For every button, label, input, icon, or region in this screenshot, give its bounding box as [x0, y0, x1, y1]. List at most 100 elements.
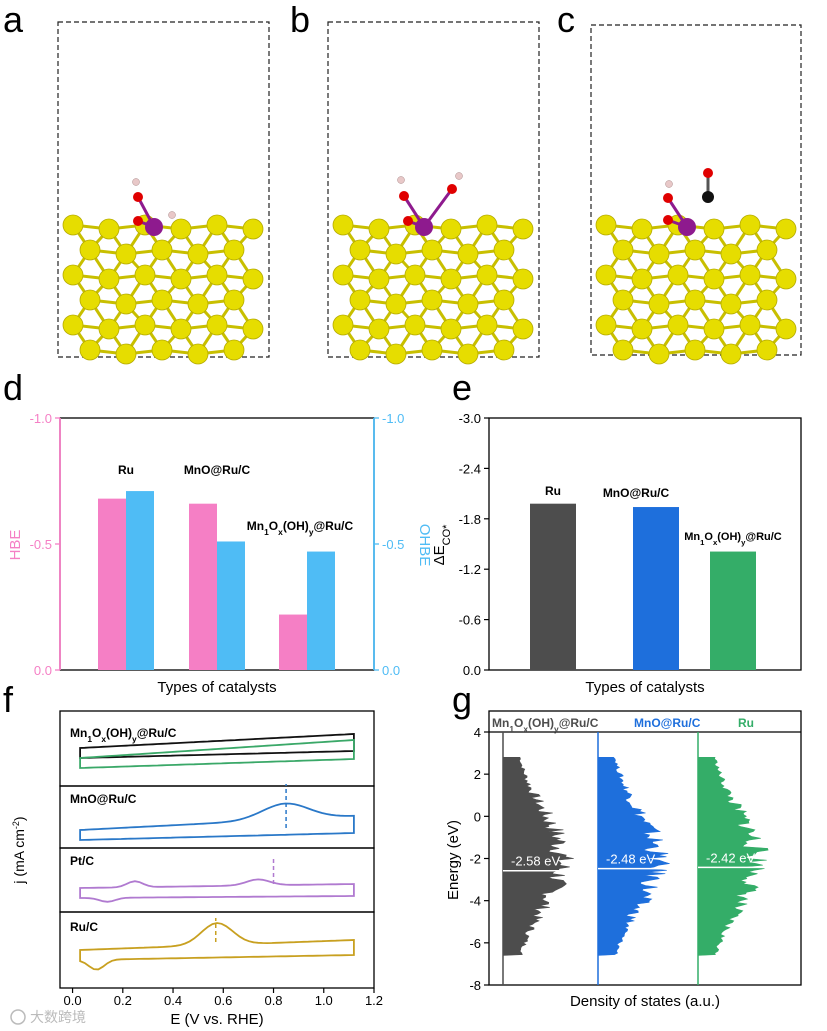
ru-atom	[775, 218, 797, 240]
panel-letter-a: a	[3, 0, 24, 40]
ytick-label-e: -2.4	[459, 461, 481, 476]
ru-atom	[720, 293, 742, 315]
ylabel-e: ΔECO*	[431, 524, 453, 566]
ru-atom	[115, 293, 137, 315]
ru-atom	[739, 314, 761, 336]
ru-atom	[115, 243, 137, 265]
ru-atom	[457, 343, 479, 365]
hydrogen-atom	[665, 180, 673, 188]
ru-atom	[385, 343, 407, 365]
xlabel-f: E (V vs. RHE)	[170, 1011, 263, 1028]
ru-atom	[385, 243, 407, 265]
dos-area-1	[597, 757, 670, 956]
ru-atom	[151, 339, 173, 361]
ylabel-left-d: HBE	[7, 530, 24, 561]
xtick-label-f: 1.2	[365, 993, 383, 1008]
ru-atom	[170, 268, 192, 290]
ru-slab-b	[332, 172, 534, 365]
bar-ohbe-2	[307, 551, 335, 670]
xlabel-g: Density of states (a.u.)	[570, 993, 720, 1010]
xlabel-d: Types of catalysts	[157, 679, 276, 696]
ytick-label-g: -6	[469, 936, 481, 951]
panel-g-chart: g -8 -6 -4 -2 0 2 4 Energy (eV) Density of state…	[445, 679, 802, 1010]
ru-atom	[667, 314, 689, 336]
ru-atom	[332, 214, 354, 236]
ru-atom	[187, 343, 209, 365]
ru-atom	[684, 239, 706, 261]
ytick-label-left-d: 0.0	[34, 663, 52, 678]
xtick-label-f: 0.6	[214, 993, 232, 1008]
ytick-label-right-d: -1.0	[382, 411, 404, 426]
ytick-label-g: 4	[474, 725, 481, 740]
ru-atom	[595, 314, 617, 336]
ru-atom	[62, 314, 84, 336]
ylabel-right-d: OHBE	[416, 524, 433, 567]
ru-atom	[512, 318, 534, 340]
bar-ohbe-0	[126, 491, 154, 670]
ru-atom	[457, 243, 479, 265]
hydrogen-atom	[455, 172, 463, 180]
ytick-label-left-d: -1.0	[30, 411, 52, 426]
category-label-e-0: Ru	[545, 484, 561, 498]
ru-atom	[187, 243, 209, 265]
ru-atom	[187, 293, 209, 315]
ytick-label-g: 0	[474, 809, 481, 824]
ru-atom	[493, 289, 515, 311]
ru-atom	[703, 268, 725, 290]
ru-atom	[648, 293, 670, 315]
ru-atom	[684, 289, 706, 311]
category-label-e-2: Mn1Ox(OH)y@Ru/C	[684, 531, 782, 547]
ru-atom	[170, 318, 192, 340]
ru-atom	[332, 314, 354, 336]
ru-atom	[612, 289, 634, 311]
panel-letter-e: e	[452, 367, 472, 408]
oxygen-atom	[703, 168, 713, 178]
panel-letter-c: c	[557, 0, 575, 40]
ru-atom	[62, 264, 84, 286]
xtick-label-f: 0.8	[264, 993, 282, 1008]
ru-atom	[404, 264, 426, 286]
dos-area-0	[502, 757, 574, 956]
ru-atom	[206, 214, 228, 236]
ru-atom	[79, 289, 101, 311]
ru-atom	[457, 293, 479, 315]
cv-curve-pt	[79, 878, 355, 903]
ytick-label-left-d: -0.5	[30, 537, 52, 552]
d-band-center-label-0: -2.58 eV	[511, 854, 560, 869]
ru-atom	[612, 339, 634, 361]
ytick-label-e: -0.6	[459, 613, 481, 628]
oxygen-atom	[447, 184, 457, 194]
panel-e-chart: e 0.0 -0.6 -1.2 -1.8 -2.4 -3.0 ΔECO* Types of c…	[431, 367, 802, 696]
ytick-label-g: -8	[469, 978, 481, 993]
ru-atom	[631, 218, 653, 240]
ru-atom	[79, 239, 101, 261]
ru-atom	[151, 239, 173, 261]
ru-atom	[648, 343, 670, 365]
hydrogen-atom	[132, 178, 140, 186]
ytick-label-g: -2	[469, 852, 481, 867]
ru-atom	[476, 314, 498, 336]
subplot-frame-3	[59, 911, 375, 989]
panel-letter-b: b	[290, 0, 310, 40]
ru-atom	[206, 264, 228, 286]
ru-atom	[421, 239, 443, 261]
ru-atom	[595, 264, 617, 286]
ytick-label-right-d: 0.0	[382, 663, 400, 678]
ru-atom	[98, 268, 120, 290]
hydrogen-atom	[168, 211, 176, 219]
ru-atom	[703, 318, 725, 340]
ylabel-g: Energy (eV)	[445, 820, 462, 900]
ytick-label-e: -3.0	[459, 411, 481, 426]
oxygen-atom	[133, 216, 143, 226]
ru-atom	[242, 318, 264, 340]
category-label-d-0: Ru	[118, 463, 134, 477]
ru-atom	[631, 318, 653, 340]
xtick-label-f: 1.0	[315, 993, 333, 1008]
ru-atom	[349, 239, 371, 261]
category-label-d-2: Mn1Ox(OH)y@Ru/C	[247, 519, 354, 537]
ru-atom	[242, 268, 264, 290]
ru-atom	[703, 218, 725, 240]
xlabel-e: Types of catalysts	[585, 679, 704, 696]
legend-label-g-1: MnO@Ru/C	[634, 716, 701, 730]
ru-atom	[775, 268, 797, 290]
